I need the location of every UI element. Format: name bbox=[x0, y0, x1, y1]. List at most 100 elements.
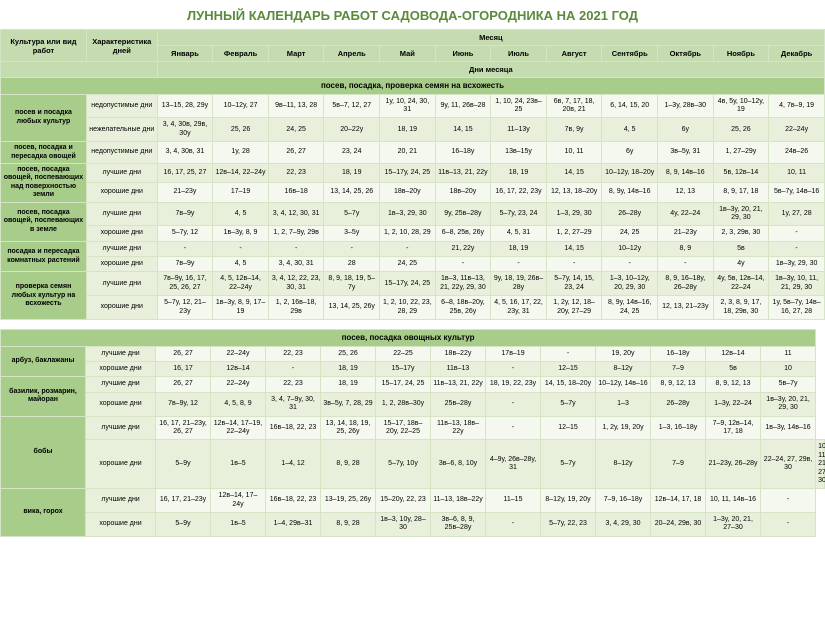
data-cell: - bbox=[380, 241, 436, 256]
data-cell: - bbox=[546, 257, 602, 272]
data-cell: 4, 5, 8, 9 bbox=[211, 392, 266, 416]
data-cell: 6у bbox=[602, 142, 658, 164]
day-type-cell: нежелательные дни bbox=[86, 118, 157, 142]
data-cell: 13в–15у bbox=[491, 142, 547, 164]
data-cell: 15–20у, 22, 23 bbox=[376, 489, 431, 513]
data-cell: 8–12у bbox=[596, 440, 651, 489]
work-type-cell: базилик, розмарин, майоран bbox=[1, 377, 86, 416]
data-cell: 22, 23 bbox=[266, 346, 321, 361]
data-cell: 18, 19 bbox=[380, 118, 436, 142]
data-cell: 8, 9, 28 bbox=[321, 440, 376, 489]
data-cell: 13–15, 28, 29у bbox=[157, 94, 213, 118]
data-cell: - bbox=[658, 257, 714, 272]
data-cell: 3в–5у, 7, 28, 29 bbox=[321, 392, 376, 416]
data-cell: 10, 11 bbox=[769, 163, 825, 182]
work-type-cell: проверка семян любых культур на всхожест… bbox=[1, 272, 87, 320]
data-cell: 16, 17, 25, 27 bbox=[157, 163, 213, 182]
data-cell: 23, 24 bbox=[324, 142, 380, 164]
data-cell: - bbox=[541, 346, 596, 361]
data-cell: 1–3 bbox=[596, 392, 651, 416]
data-cell: 5в–7, 12, 27 bbox=[324, 94, 380, 118]
data-cell: 25, 26 bbox=[321, 346, 376, 361]
day-type-cell: лучшие дни bbox=[86, 346, 156, 361]
data-cell: 12в–14, 17–19, 22–24у bbox=[211, 416, 266, 440]
data-cell: 22–24у bbox=[211, 377, 266, 392]
data-cell: 1, 2у, 19, 20у bbox=[596, 416, 651, 440]
data-cell: 8, 9, 12, 13 bbox=[706, 377, 761, 392]
data-cell: 26, 27 bbox=[156, 377, 211, 392]
data-cell: 4, 7в–9, 19 bbox=[769, 94, 825, 118]
data-cell: 4, 5 bbox=[602, 118, 658, 142]
data-cell: 18, 19 bbox=[321, 377, 376, 392]
data-cell: 12–15 bbox=[541, 416, 596, 440]
data-cell: 5в bbox=[713, 241, 769, 256]
day-type-cell: хорошие дни bbox=[86, 392, 156, 416]
data-cell: 16в–18 bbox=[268, 183, 324, 202]
data-cell: 21–23у, 26–28у bbox=[706, 440, 761, 489]
data-cell: 5–7у bbox=[541, 440, 596, 489]
data-cell: 4у, 5в, 12в–14, 22–24 bbox=[713, 272, 769, 296]
data-cell: 25в–28у bbox=[431, 392, 486, 416]
data-cell: 4, 5 bbox=[213, 257, 269, 272]
data-cell: 16–18у bbox=[651, 346, 706, 361]
data-cell: 11–15 bbox=[486, 489, 541, 513]
data-cell: 19, 20у bbox=[596, 346, 651, 361]
data-cell: 20–22у bbox=[324, 118, 380, 142]
data-cell: 25, 26 bbox=[713, 118, 769, 142]
month-header: Декабрь bbox=[769, 46, 825, 62]
data-cell: 8–12у, 19, 20у bbox=[541, 489, 596, 513]
data-cell: 1, 2, 27–29 bbox=[546, 226, 602, 241]
data-cell: 18, 19 bbox=[491, 241, 547, 256]
data-cell: 9у, 18, 19, 26в–28у bbox=[491, 272, 547, 296]
data-cell: 1в–3у, 8, 9 bbox=[213, 226, 269, 241]
data-cell: 1у, 5в–7у, 14в–16, 27, 28 bbox=[769, 296, 825, 320]
data-cell: - bbox=[491, 257, 547, 272]
data-cell: 12в–14 bbox=[211, 362, 266, 377]
data-cell: 1–4, 12 bbox=[266, 440, 321, 489]
section-header: посев, посадка овощных культур bbox=[1, 330, 816, 347]
data-cell: 3, 4, 29, 30 bbox=[596, 513, 651, 537]
data-cell: 28 bbox=[324, 257, 380, 272]
data-cell: 5–7у, 14, 15, 23, 24 bbox=[546, 272, 602, 296]
data-cell: 10–12у, 14в–16 bbox=[596, 377, 651, 392]
day-type-cell: лучшие дни bbox=[86, 377, 156, 392]
header-month: Месяц bbox=[157, 30, 824, 46]
data-cell: 24, 25 bbox=[602, 226, 658, 241]
data-cell: 26, 27 bbox=[268, 142, 324, 164]
data-cell: 1–3у, 20, 21, 27–30 bbox=[706, 513, 761, 537]
data-cell: 1в–3у, 20, 21, 29, 30 bbox=[713, 202, 769, 226]
month-header: Январь bbox=[157, 46, 213, 62]
data-cell: 15–17, 18в–20у, 22–25 bbox=[376, 416, 431, 440]
data-cell: 1у, 28 bbox=[213, 142, 269, 164]
data-cell: 1, 2, 7–9у, 29в bbox=[268, 226, 324, 241]
data-cell: 5в–7у bbox=[761, 377, 816, 392]
month-header: Апрель bbox=[324, 46, 380, 62]
work-type-cell: посев и посадка любых культур bbox=[1, 94, 87, 142]
month-header: Ноябрь bbox=[713, 46, 769, 62]
data-cell: 1в–3у, 20, 21, 29, 30 bbox=[761, 392, 816, 416]
data-cell: 1в–5 bbox=[211, 513, 266, 537]
data-cell: 2, 3, 8, 9, 17, 18, 29в, 30 bbox=[713, 296, 769, 320]
data-cell: 14, 15 bbox=[435, 118, 491, 142]
data-cell: - bbox=[769, 241, 825, 256]
month-header: Август bbox=[546, 46, 602, 62]
data-cell: 4, 5, 31 bbox=[491, 226, 547, 241]
data-cell: 3, 4, 7–9у, 30, 31 bbox=[266, 392, 321, 416]
data-cell: 1в–3, 29, 30 bbox=[380, 202, 436, 226]
data-cell: 1–3, 10–12у, 20, 29, 30 bbox=[602, 272, 658, 296]
data-cell: 26, 27 bbox=[156, 346, 211, 361]
month-header: Февраль bbox=[213, 46, 269, 62]
data-cell: 22–24, 27, 29в, 30 bbox=[761, 440, 816, 489]
data-cell: 6, 14, 15, 20 bbox=[602, 94, 658, 118]
data-cell: 5–7у, 10у bbox=[376, 440, 431, 489]
data-cell: 1в–3, 10у, 28–30 bbox=[376, 513, 431, 537]
data-cell: 22–24у bbox=[211, 346, 266, 361]
data-cell: 11в–13, 21, 22у bbox=[435, 163, 491, 182]
data-cell: 1в–3у, 8, 9, 17–19 bbox=[213, 296, 269, 320]
day-type-cell: хорошие дни bbox=[86, 226, 157, 241]
data-cell: - bbox=[761, 489, 816, 513]
data-cell: 5–7у, 22, 23 bbox=[541, 513, 596, 537]
data-cell: 1, 27–29у bbox=[713, 142, 769, 164]
data-cell: 3в–6, 8, 10у bbox=[431, 440, 486, 489]
day-type-cell: лучшие дни bbox=[86, 416, 156, 440]
